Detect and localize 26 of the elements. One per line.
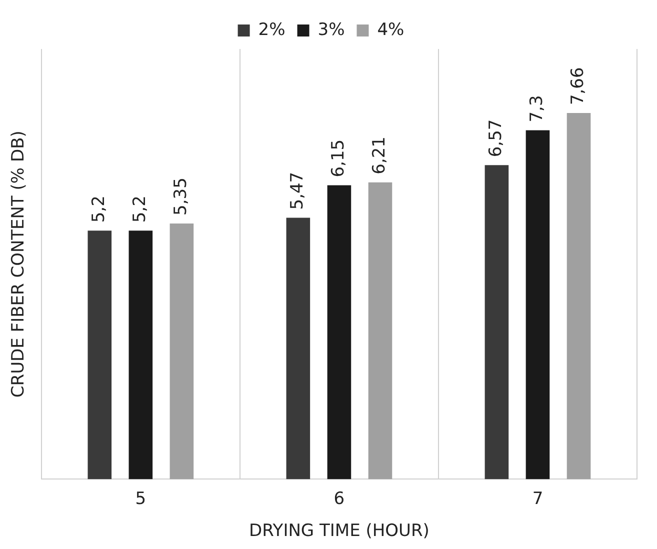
- data-label: 6,21: [370, 136, 390, 174]
- data-label: 5,47: [288, 172, 308, 210]
- data-label: 6,57: [486, 119, 506, 158]
- legend-label: 2%: [258, 20, 286, 40]
- data-label: 5,2: [130, 196, 150, 223]
- bar: [327, 185, 352, 480]
- x-axis-title: DRYING TIME (HOUR): [248, 521, 430, 542]
- legend-label: 3%: [318, 20, 345, 40]
- data-label: 6,15: [328, 139, 349, 178]
- bar: [526, 130, 550, 480]
- bar: [484, 165, 509, 480]
- data-label: 5,2: [89, 196, 110, 223]
- legend-label: 4%: [377, 20, 404, 40]
- data-label: 7,66: [568, 67, 588, 106]
- y-axis-title: CRUDE FIBER CONTENT (% DB): [8, 130, 29, 398]
- bar: [128, 230, 153, 480]
- bar: [170, 223, 194, 480]
- x-tick-label: 5: [135, 488, 146, 509]
- bar: [368, 182, 392, 480]
- bar: [566, 113, 591, 480]
- data-label: 5,35: [171, 178, 192, 216]
- bar: [88, 230, 112, 480]
- bar: [286, 218, 310, 480]
- data-label: 7,3: [527, 95, 548, 122]
- x-tick-label: 6: [334, 488, 345, 509]
- x-tick-label: 7: [532, 488, 544, 509]
